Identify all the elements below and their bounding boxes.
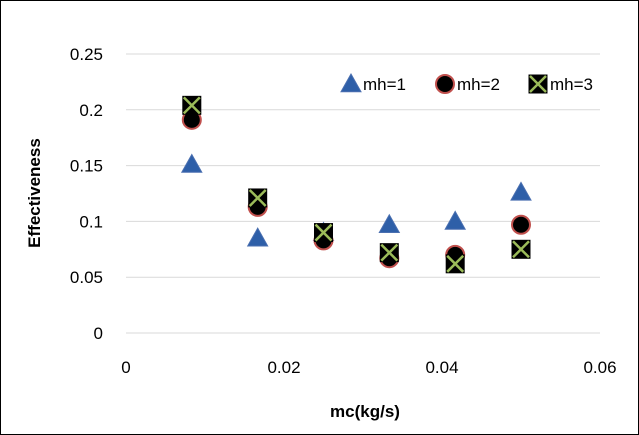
y-tick-label: 0.1 <box>79 212 103 231</box>
point-mh3-3 <box>379 243 399 263</box>
y-tick-label: 0.25 <box>70 45 103 64</box>
point-mh3-5 <box>511 239 531 259</box>
legend-label-2: mh=2 <box>457 75 500 94</box>
marker-cross-b <box>314 223 333 242</box>
legend: mh=1 mh=2 mh=3 <box>340 72 593 94</box>
y-axis-title: Effectiveness <box>25 138 44 248</box>
y-tick-label: 0.15 <box>70 157 103 176</box>
legend-marker-2 <box>435 74 455 94</box>
point-mh1-4 <box>444 210 467 230</box>
point-mh1-1 <box>246 227 269 247</box>
tick-labels: 0 0.05 0.1 0.15 0.2 0.25 0 0.02 0.04 0.06 <box>70 45 617 377</box>
data-markers <box>180 95 532 274</box>
legend-label-3: mh=3 <box>550 75 593 94</box>
x-tick-label: 0.06 <box>583 358 616 377</box>
legend-marker-3 <box>528 74 548 94</box>
y-tick-label: 0 <box>94 324 103 343</box>
x-tick-label: 0 <box>121 358 130 377</box>
point-mh3-0 <box>182 95 202 115</box>
point-mh3-1 <box>248 188 268 208</box>
legend-label-1: mh=1 <box>363 75 406 94</box>
y-tick-label: 0.05 <box>70 268 103 287</box>
point-mh3-4 <box>445 254 465 274</box>
point-mh1-5 <box>510 181 532 201</box>
marker-cross-b <box>248 189 267 207</box>
marker-cross-b <box>529 75 547 93</box>
marker-cross-b <box>380 243 399 262</box>
x-tick-label: 0.04 <box>425 358 458 377</box>
marker-cross-b <box>512 240 530 259</box>
marker-cross-b <box>446 254 465 273</box>
point-mh1-0 <box>180 153 203 173</box>
x-axis-title: mc(kg/s) <box>330 402 400 421</box>
y-tick-label: 0.2 <box>79 101 103 120</box>
x-tick-label: 0.02 <box>267 358 300 377</box>
point-mh1-3 <box>378 213 401 234</box>
legend-marker-1 <box>340 72 362 93</box>
point-mh2-5 <box>511 214 531 235</box>
marker-cross-b <box>182 96 201 115</box>
point-mh3-2 <box>314 223 333 243</box>
